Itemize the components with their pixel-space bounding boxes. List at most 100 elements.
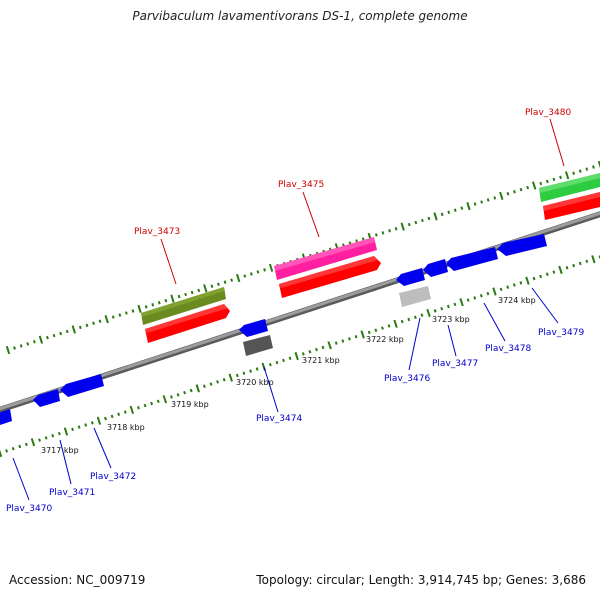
upper-tick bbox=[46, 335, 49, 340]
lower-tick bbox=[150, 401, 154, 406]
lower-tick bbox=[209, 382, 213, 386]
gene-label-plav-3471: Plav_3471 bbox=[49, 488, 95, 498]
upper-tick bbox=[499, 191, 504, 200]
upper-tick bbox=[177, 294, 181, 299]
lower-tick bbox=[294, 351, 299, 361]
lower-tick bbox=[486, 291, 490, 296]
lower-tick bbox=[162, 395, 168, 404]
gene-arrow-plav-3472[interactable] bbox=[60, 374, 104, 397]
upper-tick bbox=[592, 165, 595, 169]
gene-bar-plav-3476-gray[interactable] bbox=[399, 286, 431, 307]
lower-tick bbox=[360, 330, 365, 339]
upper-tick bbox=[427, 216, 431, 221]
lower-tick bbox=[367, 330, 371, 335]
gene-arrow-plav-3479[interactable] bbox=[497, 234, 547, 256]
lower-tick bbox=[565, 266, 569, 270]
lower-tick bbox=[275, 360, 279, 365]
lower-tick bbox=[0, 449, 3, 458]
gene-arrow-plav-3474[interactable] bbox=[239, 319, 268, 337]
gene-arrow-plav-3471[interactable] bbox=[33, 389, 60, 407]
upper-tick bbox=[421, 218, 424, 223]
gene-arrow-plav-3470[interactable] bbox=[0, 409, 12, 425]
gene-label-plav-3479: Plav_3479 bbox=[538, 328, 584, 338]
lower-tick bbox=[539, 274, 543, 279]
upper-tick bbox=[157, 301, 161, 305]
lower-tick bbox=[426, 308, 431, 318]
upper-tick bbox=[394, 227, 398, 231]
gene-label-plav-3478: Plav_3478 bbox=[485, 344, 531, 354]
lower-tick bbox=[381, 326, 384, 330]
genome-summary: Topology: circular; Length: 3,914,745 bp… bbox=[256, 573, 586, 587]
gene-bar-plav-3474-gray[interactable] bbox=[243, 335, 273, 356]
lower-strand-features bbox=[0, 234, 547, 425]
gene-arrow-plav-3477[interactable] bbox=[423, 259, 448, 277]
gene-arrow-plav-3478[interactable] bbox=[446, 247, 498, 271]
lower-tick-row bbox=[0, 255, 600, 458]
lower-gene-labels: Plav_3470 Plav_3471 Plav_3472 Plav_3474 … bbox=[6, 328, 584, 514]
upper-tick bbox=[585, 167, 589, 171]
upper-tick bbox=[170, 294, 175, 303]
lower-tick bbox=[189, 388, 193, 393]
lower-tick bbox=[440, 306, 444, 311]
lower-tick bbox=[400, 319, 404, 324]
upper-tick bbox=[400, 222, 405, 231]
upper-tick bbox=[236, 273, 241, 283]
gene-label-plav-3476: Plav_3476 bbox=[384, 374, 430, 384]
kbp-label-3717: 3717 kbp bbox=[41, 446, 79, 455]
upper-tick bbox=[513, 190, 516, 194]
upper-tick bbox=[71, 325, 76, 334]
lower-tick bbox=[84, 423, 88, 427]
lower-tick bbox=[137, 406, 140, 410]
lower-tick bbox=[420, 313, 424, 317]
lower-tick bbox=[492, 287, 497, 296]
upper-tick bbox=[263, 268, 266, 272]
lower-tick bbox=[532, 276, 536, 281]
kbp-label-3720: 3720 kbp bbox=[236, 378, 274, 387]
lower-tick bbox=[446, 304, 450, 309]
lower-tick bbox=[374, 328, 378, 332]
upper-tick bbox=[203, 284, 208, 293]
lower-tick bbox=[315, 347, 318, 352]
gene-arrow-plav-3476[interactable] bbox=[396, 268, 425, 286]
upper-tick bbox=[597, 160, 600, 169]
kbp-label-3718: 3718 kbp bbox=[107, 423, 145, 432]
upper-tick bbox=[125, 311, 128, 315]
lower-tick bbox=[235, 373, 239, 378]
upper-tick bbox=[545, 179, 549, 184]
lower-tick bbox=[117, 412, 121, 416]
upper-tick bbox=[526, 185, 530, 190]
upper-tick bbox=[532, 181, 537, 190]
lower-tick bbox=[183, 390, 187, 395]
accession-label: Accession: NC_009719 bbox=[9, 573, 146, 587]
lower-tick bbox=[30, 438, 36, 447]
upper-tick bbox=[52, 333, 56, 338]
gene-label-plav-3473: Plav_3473 bbox=[134, 227, 180, 237]
lower-tick bbox=[11, 446, 15, 451]
gene-label-plav-3477: Plav_3477 bbox=[432, 359, 478, 369]
lower-tick bbox=[334, 341, 338, 345]
lower-tick bbox=[77, 425, 81, 429]
gene-label-plav-3475: Plav_3475 bbox=[278, 180, 324, 190]
gene-label-plav-3470: Plav_3470 bbox=[6, 504, 52, 514]
upper-tick bbox=[131, 309, 135, 313]
upper-tick bbox=[5, 345, 11, 355]
lower-tick bbox=[558, 265, 563, 275]
upper-tick bbox=[137, 304, 142, 313]
upper-tick bbox=[144, 305, 148, 309]
lower-tick bbox=[90, 421, 94, 425]
kbp-label-3719: 3719 kbp bbox=[171, 400, 209, 409]
upper-tick bbox=[32, 340, 36, 344]
gene-bar-plav-3475-red[interactable] bbox=[279, 256, 381, 298]
lower-tick bbox=[143, 403, 147, 408]
upper-tick bbox=[92, 321, 95, 325]
upper-tick bbox=[78, 325, 82, 330]
lower-tick bbox=[512, 283, 516, 287]
lower-tick bbox=[282, 358, 285, 363]
upper-tick bbox=[414, 220, 418, 225]
lower-tick bbox=[321, 345, 325, 350]
upper-tick bbox=[466, 202, 471, 211]
lower-tick bbox=[506, 285, 510, 289]
upper-tick bbox=[539, 181, 543, 186]
lower-tick bbox=[288, 356, 292, 361]
lower-tick bbox=[57, 431, 61, 436]
